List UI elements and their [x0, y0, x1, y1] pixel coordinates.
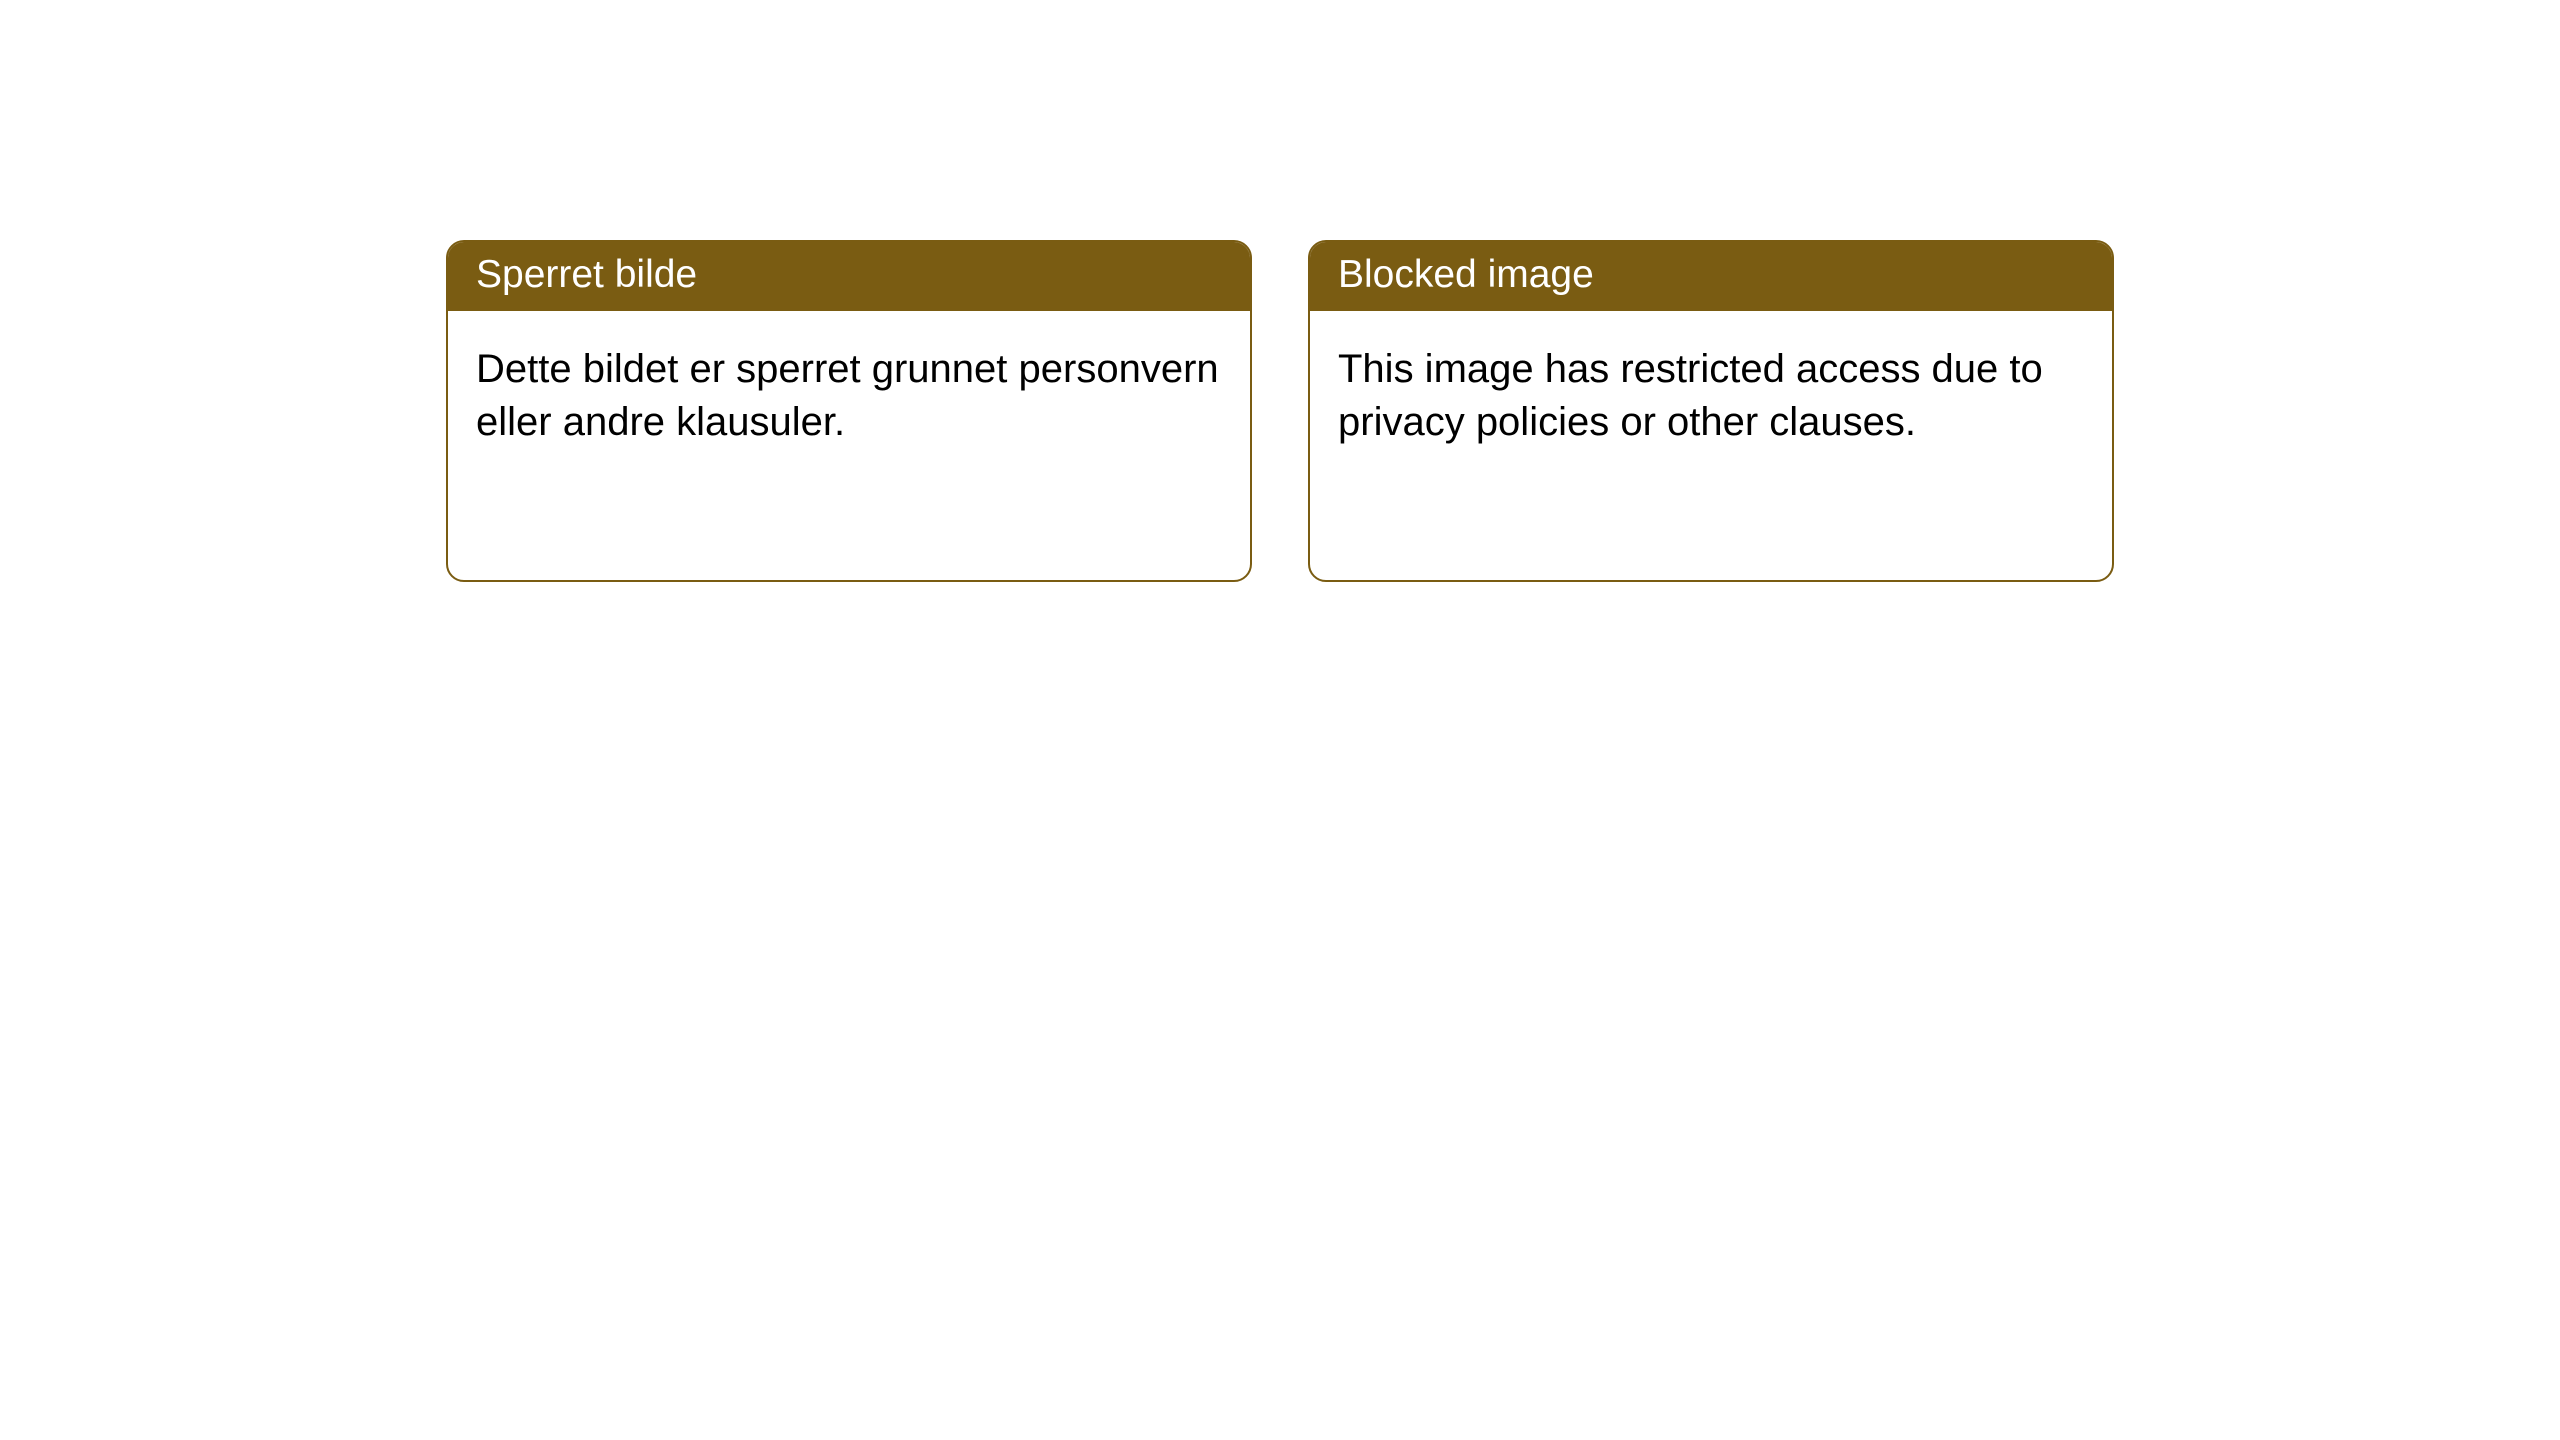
notice-body-text: This image has restricted access due to … [1338, 347, 2043, 444]
notice-card-english: Blocked image This image has restricted … [1308, 240, 2114, 582]
notice-card-norwegian: Sperret bilde Dette bildet er sperret gr… [446, 240, 1252, 582]
notice-body-text: Dette bildet er sperret grunnet personve… [476, 347, 1219, 444]
notice-header: Sperret bilde [448, 242, 1250, 311]
notice-body: Dette bildet er sperret grunnet personve… [448, 311, 1250, 481]
notice-header: Blocked image [1310, 242, 2112, 311]
notice-title: Sperret bilde [476, 253, 697, 296]
notice-title: Blocked image [1338, 253, 1594, 296]
notice-container: Sperret bilde Dette bildet er sperret gr… [0, 0, 2560, 582]
notice-body: This image has restricted access due to … [1310, 311, 2112, 481]
